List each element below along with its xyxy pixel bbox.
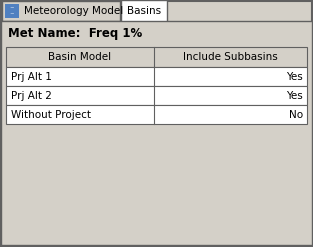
Bar	[2, 1, 120, 21]
Bar	[6, 86, 307, 105]
Bar	[6, 105, 307, 124]
Text: ~
~: ~ ~	[10, 6, 14, 16]
Text: Yes: Yes	[286, 90, 303, 101]
Bar	[6, 67, 307, 86]
Bar	[6, 47, 307, 67]
Text: Prj Alt 1: Prj Alt 1	[11, 71, 52, 82]
Text: Met Name:  Freq 1%: Met Name: Freq 1%	[8, 26, 142, 40]
Bar	[5, 4, 19, 18]
Text: No: No	[289, 109, 303, 120]
Text: Meteorology Model: Meteorology Model	[24, 6, 123, 16]
Text: Basins: Basins	[127, 6, 161, 16]
Bar	[121, 0, 167, 22]
Text: Yes: Yes	[286, 71, 303, 82]
Text: Basin Model: Basin Model	[49, 52, 111, 62]
Text: Include Subbasins: Include Subbasins	[183, 52, 278, 62]
Text: Without Project: Without Project	[11, 109, 91, 120]
Text: Prj Alt 2: Prj Alt 2	[11, 90, 52, 101]
